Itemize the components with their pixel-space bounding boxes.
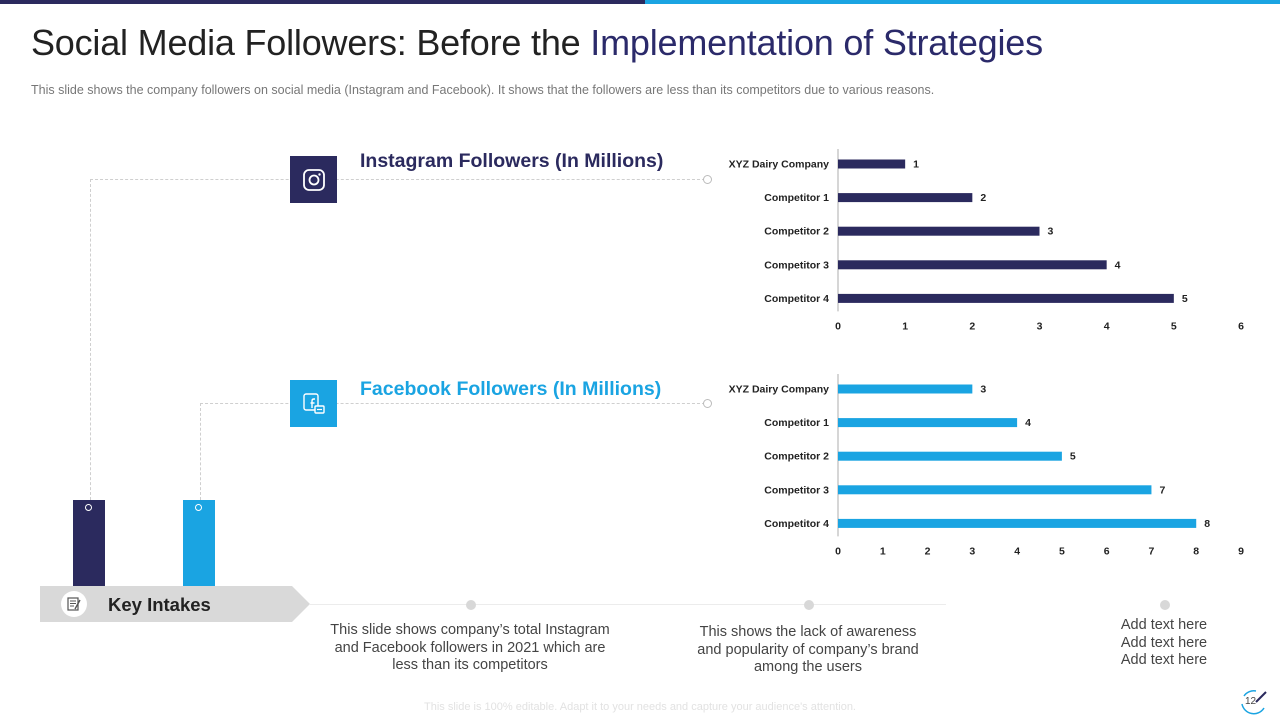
- instagram-bar: [838, 193, 973, 203]
- facebook-icon: [302, 392, 325, 414]
- instagram-icon: [302, 168, 325, 191]
- instagram-connector-vertical: [90, 179, 91, 500]
- key-intakes-label: Key Intakes: [108, 594, 211, 615]
- key-intakes-banner: [40, 586, 310, 622]
- instagram-data-label: 1: [913, 159, 919, 171]
- facebook-connector-end-dot: [703, 399, 712, 408]
- intake-dot-1: [466, 600, 476, 610]
- instagram-bar: [838, 226, 1040, 236]
- instagram-x-tick-label: 6: [1238, 320, 1244, 332]
- page-title-part2: Implementation of Strategies: [590, 22, 1043, 63]
- facebook-x-tick-label: 1: [880, 545, 886, 557]
- facebook-x-tick-label: 9: [1238, 545, 1244, 557]
- facebook-x-tick-label: 4: [1014, 545, 1020, 557]
- instagram-data-label: 2: [980, 192, 986, 204]
- instagram-connector-end-dot: [703, 175, 712, 184]
- instagram-x-tick-label: 1: [902, 320, 908, 332]
- facebook-bar: [838, 384, 973, 394]
- page-subtitle: This slide shows the company followers o…: [31, 83, 935, 97]
- footer-note: This slide is 100% editable. Adapt it to…: [424, 701, 856, 713]
- facebook-data-label: 3: [980, 384, 986, 396]
- intakes-timeline: [310, 604, 946, 605]
- notepad-icon: [67, 597, 81, 611]
- instagram-bar: [838, 293, 1174, 303]
- instagram-category-label: Competitor 1: [764, 192, 829, 204]
- facebook-bar: [838, 518, 1197, 528]
- intake-dot-2: [804, 600, 814, 610]
- instagram-x-tick-label: 4: [1104, 320, 1110, 332]
- facebook-data-label: 5: [1070, 451, 1076, 463]
- top-accent-bar-light: [645, 0, 1280, 4]
- facebook-x-tick-label: 5: [1059, 545, 1065, 557]
- instagram-pillar-dot: [85, 504, 92, 511]
- instagram-bar-chart: XYZ Dairy Company 1 Competitor 1 2 Competito…: [729, 149, 1244, 332]
- facebook-x-tick-label: 0: [835, 545, 841, 557]
- instagram-data-label: 5: [1182, 293, 1188, 305]
- facebook-connector-horizontal: [200, 403, 705, 404]
- facebook-pillar-dot: [195, 504, 202, 511]
- instagram-x-tick-label: 3: [1037, 320, 1043, 332]
- facebook-x-tick-label: 2: [925, 545, 931, 557]
- instagram-pillar: [73, 500, 105, 588]
- facebook-category-label: Competitor 3: [764, 484, 829, 496]
- logo-swirl-icon: [1241, 690, 1267, 715]
- instagram-section-title: Instagram Followers (In Millions): [360, 150, 664, 172]
- instagram-bar: [838, 159, 906, 169]
- facebook-x-tick-label: 6: [1104, 545, 1110, 557]
- facebook-category-label: Competitor 4: [764, 518, 829, 530]
- intake-text-3: Add text here Add text here Add text her…: [1120, 617, 1208, 668]
- intake-text-1: This slide shows company’s total Instagr…: [330, 622, 610, 673]
- facebook-x-tick-label: 8: [1193, 545, 1199, 557]
- page-number: 12: [1245, 696, 1257, 707]
- instagram-category-label: Competitor 2: [764, 226, 829, 238]
- intake-dot-3: [1160, 600, 1170, 610]
- facebook-category-label: Competitor 1: [764, 417, 829, 429]
- facebook-connector-vertical: [200, 403, 201, 500]
- facebook-bar: [838, 418, 1018, 428]
- instagram-category-label: Competitor 3: [764, 259, 829, 271]
- instagram-data-label: 4: [1115, 259, 1121, 271]
- facebook-bar: [838, 451, 1062, 461]
- instagram-bar: [838, 260, 1107, 270]
- key-intakes-icon-circle: [61, 591, 87, 617]
- page-title: Social Media Followers: Before the Imple…: [31, 22, 1043, 64]
- facebook-data-label: 7: [1159, 484, 1165, 496]
- facebook-bar: [838, 485, 1152, 495]
- facebook-data-label: 8: [1204, 518, 1210, 530]
- facebook-x-tick-label: 3: [969, 545, 975, 557]
- instagram-x-tick-label: 5: [1171, 320, 1177, 332]
- instagram-data-label: 3: [1048, 226, 1054, 238]
- instagram-connector-horizontal: [90, 179, 705, 180]
- instagram-category-label: XYZ Dairy Company: [729, 159, 830, 171]
- facebook-category-label: XYZ Dairy Company: [729, 384, 830, 396]
- facebook-icon-box: [290, 380, 337, 427]
- facebook-data-label: 4: [1025, 417, 1031, 429]
- instagram-icon-box: [290, 156, 337, 203]
- instagram-x-tick-label: 0: [835, 320, 841, 332]
- facebook-x-tick-label: 7: [1149, 545, 1155, 557]
- facebook-section-title: Facebook Followers (In Millions): [360, 378, 662, 400]
- instagram-category-label: Competitor 4: [764, 293, 829, 305]
- top-accent-bar-dark: [0, 0, 645, 4]
- facebook-category-label: Competitor 2: [764, 451, 829, 463]
- facebook-bar-chart: XYZ Dairy Company 3 Competitor 1 4 Competito…: [729, 374, 1244, 557]
- page-title-part1: Social Media Followers: Before the: [31, 22, 581, 63]
- intake-text-2: This shows the lack of awareness and pop…: [697, 624, 919, 675]
- instagram-x-tick-label: 2: [969, 320, 975, 332]
- facebook-pillar: [183, 500, 215, 588]
